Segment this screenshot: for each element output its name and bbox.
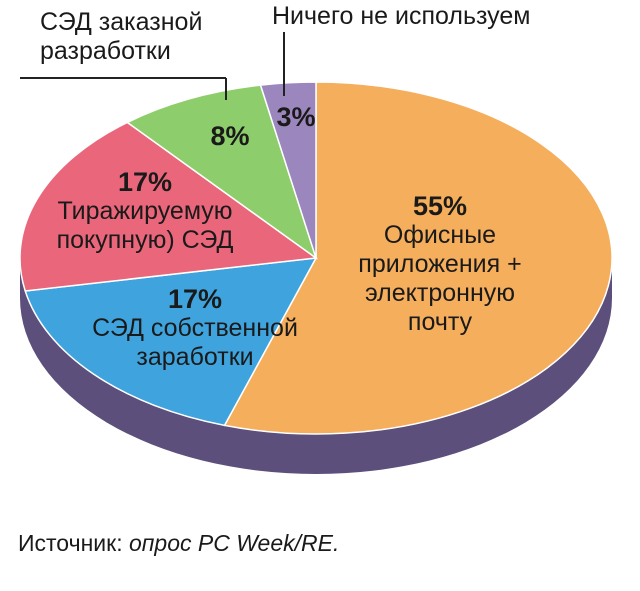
slice-label: Тиражируемую покупную) СЭД	[56, 197, 234, 254]
slice-label: СЭД заказной разработки	[40, 8, 203, 65]
slice-label: СЭД собственной заработки	[92, 314, 298, 371]
pie-slice	[24, 257, 318, 427]
value-label: 17%	[167, 284, 223, 314]
pie-slice	[259, 81, 317, 259]
slice-label: Ничего не используем	[272, 2, 531, 30]
pie-slice	[223, 81, 613, 435]
source: Источник: опрос PC Week/RE.	[18, 530, 339, 557]
value-label: 8%	[210, 121, 250, 151]
source-label: Источник:	[18, 530, 123, 556]
pie-slice	[125, 84, 318, 260]
value-label: 55%	[412, 191, 468, 221]
value-label: 17%	[117, 167, 173, 197]
source-text: опрос PC Week/RE.	[128, 530, 340, 556]
slice-label: Офисные приложения + электронную почту	[358, 221, 522, 336]
pie-side	[20, 258, 612, 474]
pie-slice	[19, 121, 319, 292]
value-label: 3%	[276, 102, 316, 132]
